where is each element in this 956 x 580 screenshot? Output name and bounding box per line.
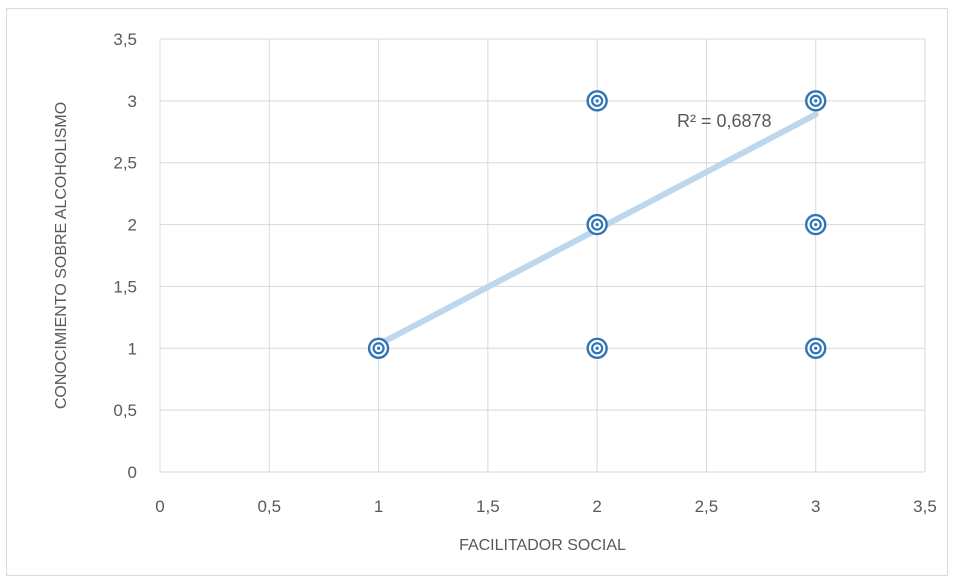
y-axis-title: CONOCIMIENTO SOBRE ALCOHOLISMO	[53, 102, 70, 409]
y-tick-label: 1,5	[113, 277, 137, 296]
x-tick-label: 3	[811, 497, 820, 516]
tick-labels: 0 0,5 1 1,5 2 2,5 3 3,5 0 0,5 1 1,5 2 2,5 3 3,5	[113, 30, 936, 516]
data-point	[805, 337, 827, 359]
x-tick-label: 0,5	[257, 497, 281, 516]
x-tick-label: 1	[374, 497, 383, 516]
x-axis-title: FACILITADOR SOCIAL	[459, 537, 626, 554]
x-tick-label: 1,5	[476, 497, 500, 516]
data-point	[586, 337, 608, 359]
y-tick-label: 3,5	[113, 30, 137, 49]
data-point	[586, 213, 608, 236]
r-squared-label: R² = 0,6878	[677, 111, 772, 131]
y-tick-label: 0	[128, 463, 137, 482]
x-tick-label: 2	[592, 497, 601, 516]
x-tick-label: 2,5	[695, 497, 719, 516]
data-point	[586, 90, 608, 112]
gridlines	[159, 38, 926, 473]
x-tick-label: 3,5	[913, 497, 937, 516]
data-point	[367, 337, 390, 359]
y-tick-label: 2	[128, 216, 137, 235]
x-tick-label: 0	[155, 497, 164, 516]
y-tick-label: 0,5	[113, 401, 137, 420]
y-tick-label: 2,5	[113, 154, 137, 173]
y-tick-label: 1	[128, 339, 137, 358]
data-point	[805, 90, 827, 112]
data-points	[367, 90, 827, 359]
y-tick-label: 3	[128, 92, 137, 111]
data-point	[805, 213, 827, 236]
